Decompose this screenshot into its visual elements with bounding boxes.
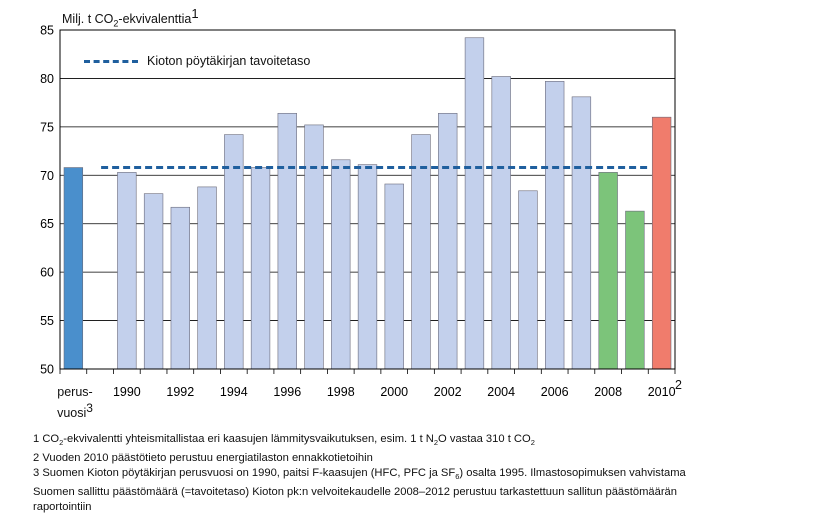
bar-2000 [384,183,404,370]
footnotes: 1 CO2-ekvivalentti yhteismitallistaa eri… [33,432,813,516]
bar-1998 [331,159,351,370]
x-tick-label-1998: 1998 [327,385,355,399]
x-tick-label-1994: 1994 [220,385,248,399]
bar-1991 [143,193,164,370]
bar-1992 [170,206,190,370]
x-tick-label-2002: 2002 [434,385,462,399]
emissions-bar-chart: 50 55 60 65 70 75 80 85 1990 1992 1994 1996 1998 200… [40,24,676,400]
bar-2010 [651,116,672,370]
bar-2006 [545,81,565,370]
legend-swatch-dashed [84,59,138,63]
bar-2007 [571,96,592,370]
x-tick-label-1990: 1990 [113,385,141,399]
x-tick-2010-footnote: 2 [675,378,682,392]
plot-frame [59,29,676,370]
x-tick-label-2006: 2006 [541,385,569,399]
bar-1995 [250,167,271,370]
bar-2008 [598,172,618,370]
footnote-2: 2 Vuoden 2010 päästötieto perustuu energ… [33,451,373,464]
x-tick-label-2010: 2010 [648,385,676,399]
bar-1996 [277,112,297,370]
bar-2002 [438,112,458,370]
footnote-3-line-2: Suomen sallittu päästömäärä (=tavoitetas… [33,485,677,498]
y-tick-label-65: 65 [40,217,54,231]
bars [63,37,672,370]
y-tick-label-50: 50 [40,363,54,377]
bar-1993 [197,186,217,370]
bar-1990 [117,172,137,370]
y-tick-label-85: 85 [40,24,54,38]
bar-2009 [625,210,645,370]
y-tick-label-80: 80 [40,72,54,86]
x-tick-label-2008: 2008 [594,385,622,399]
bar-2005 [518,190,538,370]
y-axis-ticks: 50 55 60 65 70 75 80 85 [40,24,54,377]
y-tick-label-60: 60 [40,266,54,280]
x-tick-label-1996: 1996 [273,385,301,399]
footnote-3: 3 Suomen Kioton pöytäkirjan perusvuosi o… [33,467,686,482]
y-axis-label: Milj. t CO2-ekvivalenttia1 [62,6,199,29]
bar-1997 [304,124,324,370]
y-tick-label-75: 75 [40,120,54,134]
legend: Kioton pöytäkirjan tavoitetaso [84,54,310,68]
bar-perusvuosi [63,167,84,370]
footnote-3-line-3: raportointiin [33,501,92,514]
y-tick-label-70: 70 [40,169,54,183]
bar-1994 [224,134,244,370]
x-tick-label-2004: 2004 [487,385,515,399]
x-tick-label-1992: 1992 [166,385,194,399]
x-axis-ticks: 1990 1992 1994 1996 1998 2000 2002 2004 2006 2008… [59,369,676,399]
x-tick-label-2000: 2000 [380,385,408,399]
bar-2003 [464,37,485,370]
base-year-label: perus- vuosi3 [57,385,93,421]
bar-2004 [491,76,511,370]
bar-2001 [411,134,431,370]
legend-label: Kioton pöytäkirjan tavoitetaso [147,54,311,68]
y-tick-label-55: 55 [40,314,54,328]
bar-1999 [357,164,378,370]
footnote-1: 1 CO2-ekvivalentti yhteismitallistaa eri… [33,433,535,448]
